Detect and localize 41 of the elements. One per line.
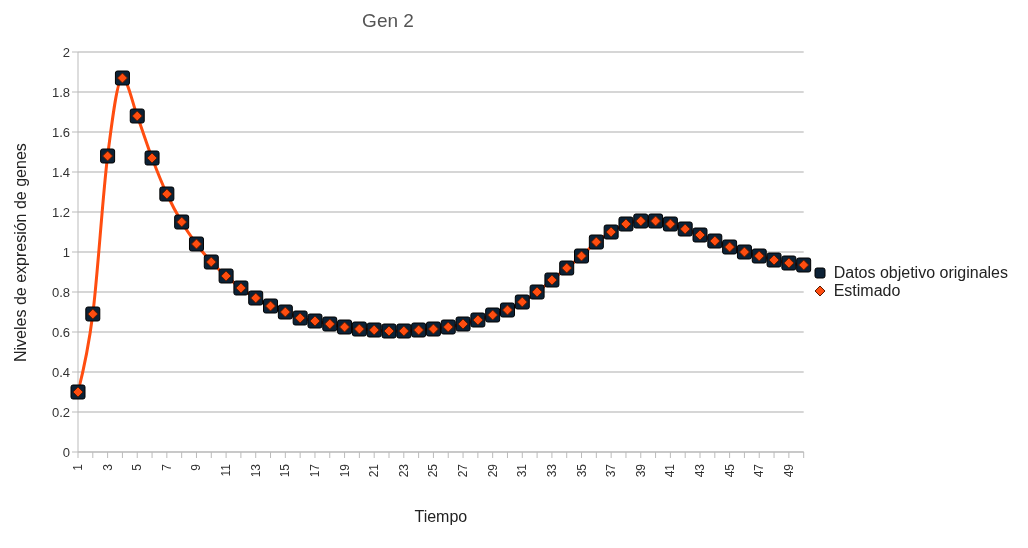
x-tick-label: 19 [337,463,352,478]
x-tick-label: 39 [633,463,648,478]
x-tick-label: 29 [485,463,500,478]
y-axis-title: Niveles de expresión de genes [11,143,29,362]
legend-label: Estimado [833,282,901,300]
y-tick-label: 0.6 [51,324,70,340]
x-tick-label: 11 [219,463,234,477]
x-tick-label: 13 [248,463,263,478]
x-tick-label: 49 [781,463,796,478]
x-tick-label: 25 [426,463,441,478]
x-tick-label: 9 [189,463,204,471]
x-tick-label: 31 [515,463,530,478]
y-tick-label: 1.4 [51,164,70,180]
x-tick-label: 35 [574,463,589,478]
x-tick-label: 47 [752,463,767,478]
x-tick-label: 17 [307,463,322,478]
chart-title: Gen 2 [361,9,415,32]
x-tick-label: 27 [456,463,471,478]
x-tick-label: 1 [71,463,85,471]
y-tick-label: 0.8 [51,284,70,300]
x-tick-label: 7 [159,463,174,471]
x-tick-label: 45 [722,463,737,478]
y-tick-label: 0.4 [51,364,70,380]
y-tick-label: 0.2 [51,404,70,420]
x-tick-label: 33 [544,463,559,478]
x-tick-label: 41 [663,463,678,478]
x-tick-label: 15 [278,463,293,478]
legend-label: Datos objetivo originales [833,264,1008,282]
x-axis-title: Tiempo [414,508,468,525]
y-tick-label: 1.2 [51,204,70,220]
y-tick-label: 1.6 [51,124,70,140]
x-tick-label: 5 [130,463,145,471]
x-tick-label: 37 [604,463,619,478]
y-tick-label: 1.8 [51,84,70,100]
x-tick-label: 21 [367,463,382,478]
y-tick-label: 2 [62,44,70,60]
y-tick-label: 0 [62,444,70,460]
y-tick-label: 1 [62,244,70,260]
x-tick-label: 43 [693,463,707,478]
x-tick-label: 23 [396,463,411,478]
x-tick-label: 3 [100,463,115,471]
